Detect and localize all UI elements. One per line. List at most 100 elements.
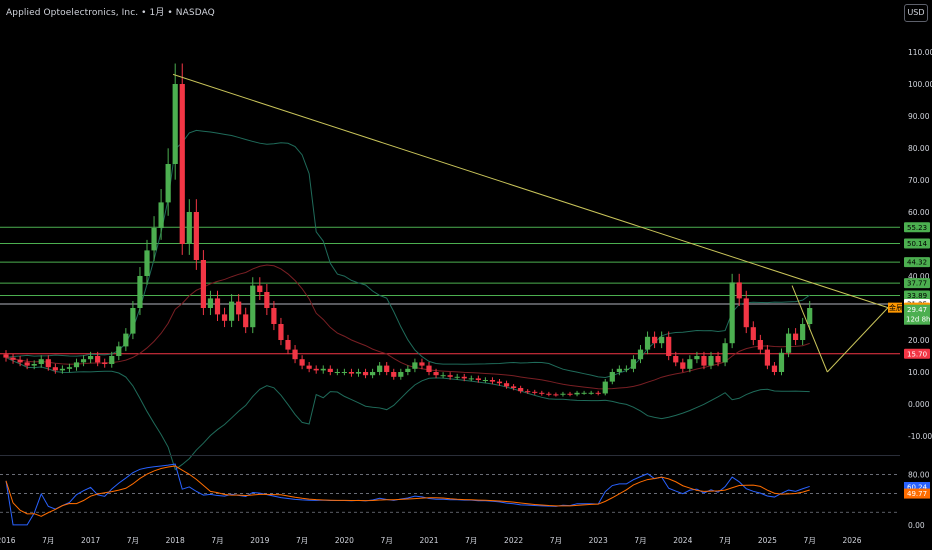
candle bbox=[123, 333, 129, 347]
candle bbox=[673, 356, 679, 363]
candle bbox=[581, 392, 587, 394]
candle bbox=[659, 336, 665, 344]
x-tick-label: 2024 bbox=[673, 536, 692, 545]
candle bbox=[750, 327, 756, 340]
candle bbox=[285, 340, 291, 350]
y-tick-label: 10.00 bbox=[908, 368, 930, 377]
candle bbox=[377, 365, 383, 372]
candle bbox=[207, 298, 214, 308]
x-tick-label: 7月 bbox=[42, 536, 54, 545]
price-line-label: 37.77 bbox=[907, 280, 927, 288]
candle bbox=[785, 333, 792, 353]
rsi-tick-label: 80.00 bbox=[908, 471, 930, 480]
rsi-value-label: 60.24 bbox=[907, 483, 928, 491]
candle bbox=[165, 164, 171, 203]
price-badges: 55.2350.1444.3237.7733.8931.2515.70金辰30.… bbox=[888, 222, 930, 359]
candle bbox=[313, 368, 319, 371]
candle bbox=[45, 359, 51, 368]
candle bbox=[652, 336, 658, 344]
candle bbox=[454, 376, 460, 378]
candle bbox=[771, 365, 778, 372]
price-line-label: 44.32 bbox=[907, 259, 927, 267]
candle bbox=[532, 391, 538, 393]
x-tick-label: 7月 bbox=[719, 536, 731, 545]
candle bbox=[320, 368, 326, 371]
candle bbox=[433, 372, 439, 376]
trendlines bbox=[172, 73, 889, 373]
apex-tag: 金辰 bbox=[889, 303, 903, 312]
candle bbox=[31, 364, 37, 366]
candle bbox=[708, 356, 714, 366]
candle bbox=[398, 372, 404, 377]
ascending-trendline bbox=[826, 307, 889, 373]
candle bbox=[214, 298, 221, 315]
candle bbox=[468, 378, 474, 380]
candle bbox=[412, 362, 418, 369]
candle bbox=[137, 276, 143, 308]
candle bbox=[440, 375, 446, 377]
x-tick-label: 2025 bbox=[758, 536, 777, 545]
rsi-ma-value-label: 49.77 bbox=[907, 490, 927, 498]
candle bbox=[391, 372, 397, 377]
candle bbox=[250, 285, 256, 328]
candle bbox=[264, 292, 270, 308]
y-tick-label: 110.00 bbox=[908, 48, 932, 57]
candle bbox=[757, 340, 763, 350]
price-line-label: 33.89 bbox=[907, 292, 927, 300]
y-tick-label: 20.00 bbox=[908, 336, 930, 345]
candle bbox=[778, 352, 785, 372]
currency-button[interactable]: USD bbox=[904, 4, 928, 22]
price-line-label: 50.14 bbox=[907, 240, 928, 248]
chart-title: Applied Optoelectronics, Inc. • 1月 • NAS… bbox=[6, 8, 215, 18]
candle bbox=[687, 359, 693, 369]
price-line-label: 55.23 bbox=[907, 224, 927, 232]
candle bbox=[630, 359, 637, 369]
candle bbox=[637, 349, 644, 360]
y-tick-label: 90.00 bbox=[908, 112, 930, 121]
rsi-value-bg bbox=[904, 481, 930, 492]
candle bbox=[348, 372, 355, 374]
candle bbox=[236, 301, 242, 315]
candle bbox=[102, 362, 108, 364]
candle bbox=[186, 212, 192, 244]
y-tick-label: 70.00 bbox=[908, 176, 930, 185]
candle bbox=[447, 375, 453, 377]
candle bbox=[800, 324, 806, 340]
candle bbox=[609, 372, 615, 382]
candle bbox=[807, 308, 813, 324]
x-tick-label: 2022 bbox=[504, 536, 523, 545]
candle bbox=[405, 368, 411, 372]
x-tick-label: 7月 bbox=[634, 536, 646, 545]
rsi-ma-line bbox=[5, 465, 810, 517]
descending-trendline bbox=[172, 73, 889, 309]
candle bbox=[144, 250, 150, 276]
candle bbox=[666, 336, 672, 356]
candle bbox=[73, 362, 80, 368]
candle bbox=[116, 346, 122, 356]
candle bbox=[623, 368, 629, 370]
x-tick-label: 7月 bbox=[127, 536, 139, 545]
candle bbox=[24, 362, 30, 366]
candle bbox=[722, 343, 728, 363]
time-axis: 2016 7月 2017 7月 2018 7月 2019 7月 2020 7月 2021 7月 2022… bbox=[0, 536, 862, 545]
candle bbox=[595, 392, 601, 394]
rsi-line bbox=[5, 463, 810, 526]
candle bbox=[560, 393, 566, 395]
candle bbox=[52, 367, 58, 371]
current-price-bg bbox=[904, 304, 930, 325]
candle bbox=[729, 282, 735, 344]
countdown-label: 12d 8h bbox=[906, 316, 930, 324]
x-tick-label: 2018 bbox=[166, 536, 185, 545]
y-tick-label: 100.00 bbox=[908, 80, 932, 89]
price-line-label: 15.70 bbox=[907, 350, 927, 358]
apex-tag-bg bbox=[888, 302, 902, 313]
candle bbox=[384, 365, 390, 372]
candle bbox=[680, 362, 686, 369]
candle bbox=[334, 372, 340, 373]
x-tick-label: 2016 bbox=[0, 536, 16, 545]
candle bbox=[419, 362, 425, 366]
candle bbox=[503, 383, 510, 387]
candle bbox=[616, 368, 622, 372]
candle bbox=[66, 367, 73, 369]
